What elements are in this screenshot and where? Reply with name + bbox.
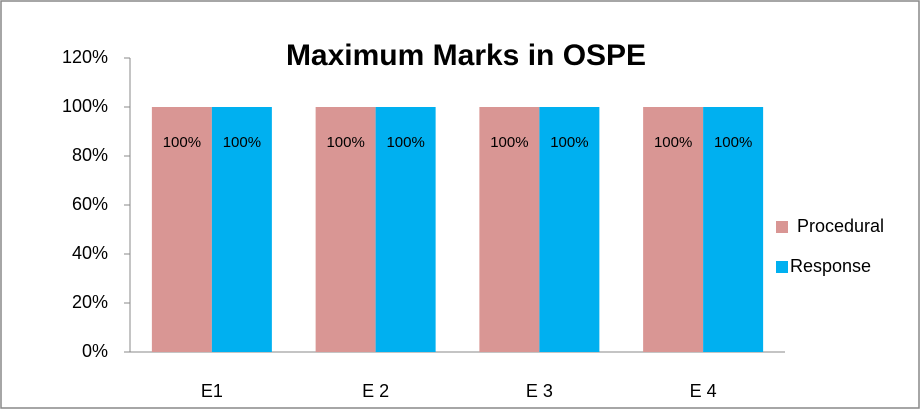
legend-label: Procedural: [797, 216, 884, 236]
x-tick-label: E 2: [362, 381, 389, 401]
bar: [375, 107, 436, 352]
y-tick-label: 60%: [72, 194, 108, 214]
x-tick-label: E1: [201, 381, 223, 401]
value-label: 100%: [654, 134, 692, 151]
value-label: 100%: [163, 134, 201, 151]
value-label: 100%: [386, 134, 424, 151]
bar: [211, 107, 272, 352]
bar: [315, 107, 376, 352]
x-tick-label: E 4: [690, 381, 717, 401]
value-label: 100%: [550, 134, 588, 151]
x-tick-label: E 3: [526, 381, 553, 401]
bar: [703, 107, 764, 352]
y-tick-label: 40%: [72, 243, 108, 263]
value-label: 100%: [223, 134, 261, 151]
value-label: 100%: [490, 134, 528, 151]
y-tick-label: 120%: [62, 47, 108, 67]
legend-swatch: [776, 261, 788, 273]
y-tick-label: 0%: [82, 341, 108, 361]
bar: [539, 107, 600, 352]
value-label: 100%: [714, 134, 752, 151]
y-tick-label: 80%: [72, 145, 108, 165]
legend-label: Response: [790, 256, 871, 276]
bar: [643, 107, 704, 352]
legend-swatch: [776, 221, 788, 233]
y-tick-label: 100%: [62, 96, 108, 116]
bar: [151, 107, 212, 352]
bar: [479, 107, 540, 352]
chart-title: Maximum Marks in OSPE: [286, 39, 646, 72]
y-tick-label: 20%: [72, 292, 108, 312]
value-label: 100%: [326, 134, 364, 151]
